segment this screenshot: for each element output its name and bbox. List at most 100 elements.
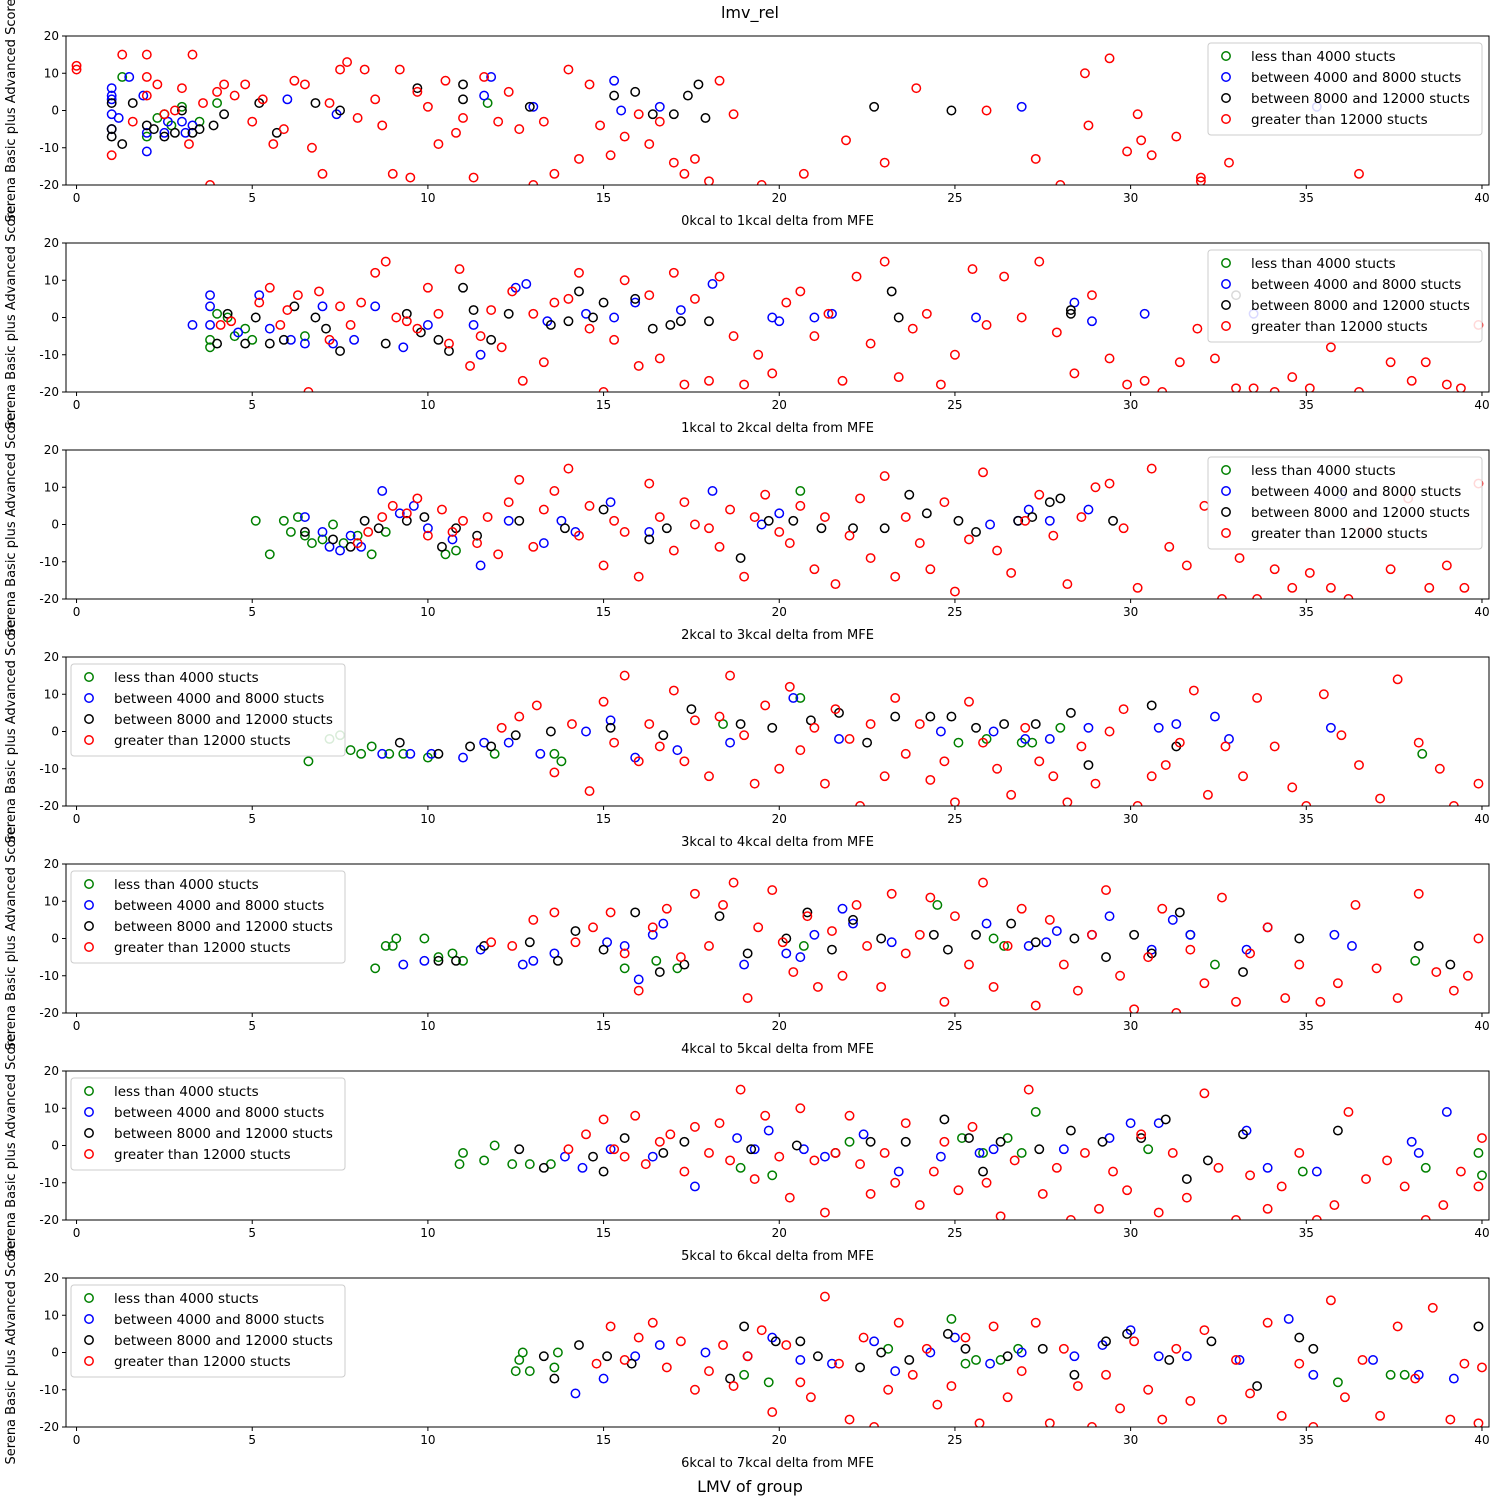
x-tick-label: 40 (1474, 605, 1489, 619)
data-point (876, 933, 887, 944)
data-point (1287, 782, 1298, 793)
data-point (1283, 1314, 1294, 1324)
subplot-7: 0 5 10 15 20 25 30 35 40 -20 -10 0 10 20 6kcal to 7kca… (4, 1241, 1490, 1471)
data-point (914, 538, 925, 549)
data-point (714, 1118, 725, 1129)
data-point (117, 139, 128, 149)
x-tick-label: 0 (73, 812, 81, 826)
y-tick-label: 20 (44, 236, 59, 250)
data-point (1058, 959, 1069, 970)
y-tick-label: 10 (44, 273, 59, 287)
data-point (647, 109, 658, 120)
data-point (1122, 146, 1133, 157)
data-point (819, 1207, 830, 1218)
data-point (704, 1366, 714, 1377)
data-point (250, 312, 261, 323)
data-point (802, 911, 813, 922)
data-point (693, 79, 704, 90)
data-point (809, 1155, 820, 1166)
data-point (795, 1336, 806, 1347)
data-point (1318, 689, 1329, 700)
data-point (1238, 967, 1248, 977)
data-point (159, 109, 170, 120)
data-point (714, 271, 725, 282)
data-point (844, 1414, 855, 1425)
data-point (598, 1114, 609, 1125)
data-point (1245, 948, 1256, 959)
data-point (914, 1200, 925, 1211)
data-point (1448, 1373, 1459, 1384)
data-point (1462, 970, 1473, 981)
data-point (1146, 700, 1157, 711)
data-point (1090, 482, 1101, 493)
data-point (531, 700, 542, 711)
legend-label: less than 4000 stucts (1251, 463, 1396, 479)
legend: less than 4000 stucts between 4000 and 80… (1207, 456, 1483, 550)
x-tick-label: 30 (1123, 812, 1138, 826)
data-point (654, 512, 665, 522)
data-point (661, 523, 672, 534)
legend-marker (84, 693, 94, 703)
data-point (981, 105, 992, 116)
data-point (1308, 1343, 1319, 1354)
data-point (152, 79, 163, 90)
data-point (1079, 68, 1090, 79)
data-point (1118, 523, 1129, 534)
y-tick-label: 10 (44, 894, 59, 908)
x-tick-label: 20 (772, 1019, 787, 1033)
legend-label: less than 4000 stucts (114, 1084, 259, 1100)
legend-label: between 8000 and 12000 stucts (1251, 91, 1470, 107)
data-point (591, 1358, 602, 1369)
x-tick-label: 30 (1123, 1226, 1138, 1240)
data-point (299, 338, 310, 349)
data-point (458, 113, 468, 123)
data-point (1055, 180, 1066, 185)
data-point (1325, 342, 1336, 353)
data-point (1192, 323, 1203, 334)
data-point (1220, 741, 1231, 752)
x-tick-label: 40 (1474, 1433, 1489, 1447)
data-point (514, 711, 525, 722)
data-point (549, 486, 560, 496)
data-point (394, 508, 405, 519)
data-point (401, 515, 412, 526)
data-point (890, 1177, 901, 1188)
data-point (398, 959, 409, 970)
data-point (925, 564, 936, 575)
data-point (581, 1129, 591, 1140)
data-point (401, 308, 412, 319)
legend-marker (84, 714, 94, 724)
subplot-ylabel: Serena Basic plus Advanced Score (4, 620, 19, 844)
data-point (1199, 1325, 1210, 1336)
data-point (1347, 941, 1357, 951)
data-point (194, 124, 205, 135)
x-tick-label: 10 (420, 1019, 435, 1033)
data-point (689, 153, 700, 164)
data-point (665, 1129, 676, 1140)
data-point (939, 756, 950, 767)
data-point (805, 1392, 816, 1403)
data-point (205, 180, 216, 185)
data-point (106, 131, 117, 142)
data-point (1294, 933, 1305, 944)
x-tick-label: 35 (1299, 191, 1314, 205)
data-point (345, 745, 356, 756)
data-point (928, 929, 939, 940)
data-point (1041, 937, 1052, 948)
data-point (1325, 1295, 1336, 1306)
data-point (725, 504, 736, 515)
points-group (510, 1291, 1487, 1427)
data-point (967, 1121, 978, 1132)
data-point (704, 176, 714, 185)
y-tick-label: 0 (51, 311, 59, 325)
data-point (370, 94, 381, 105)
data-point (988, 1144, 999, 1155)
data-point (651, 955, 662, 966)
data-point (370, 301, 381, 312)
data-point (946, 105, 957, 116)
data-point (1002, 1351, 1013, 1362)
data-point (1034, 489, 1045, 500)
data-point (176, 83, 187, 94)
data-point (1037, 1343, 1048, 1354)
data-point (247, 116, 258, 127)
